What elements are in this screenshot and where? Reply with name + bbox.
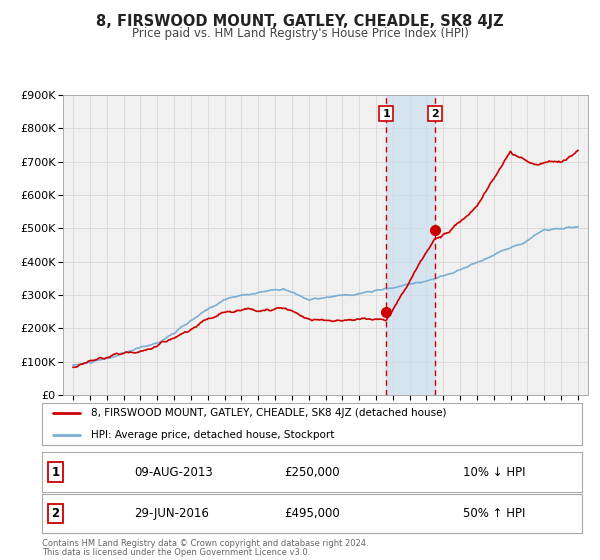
Text: £250,000: £250,000 xyxy=(284,465,340,479)
Text: Contains HM Land Registry data © Crown copyright and database right 2024.: Contains HM Land Registry data © Crown c… xyxy=(42,539,368,548)
Text: 2: 2 xyxy=(52,507,59,520)
Text: 8, FIRSWOOD MOUNT, GATLEY, CHEADLE, SK8 4JZ: 8, FIRSWOOD MOUNT, GATLEY, CHEADLE, SK8 … xyxy=(96,14,504,29)
Text: £495,000: £495,000 xyxy=(284,507,340,520)
Text: 1: 1 xyxy=(52,465,59,479)
Text: 2: 2 xyxy=(431,109,439,119)
Text: This data is licensed under the Open Government Licence v3.0.: This data is licensed under the Open Gov… xyxy=(42,548,310,557)
Text: 29-JUN-2016: 29-JUN-2016 xyxy=(134,507,209,520)
Bar xyxy=(386,95,435,395)
Text: Price paid vs. HM Land Registry's House Price Index (HPI): Price paid vs. HM Land Registry's House … xyxy=(131,27,469,40)
Text: HPI: Average price, detached house, Stockport: HPI: Average price, detached house, Stoc… xyxy=(91,430,334,440)
Text: 50% ↑ HPI: 50% ↑ HPI xyxy=(463,507,526,520)
Text: 10% ↓ HPI: 10% ↓ HPI xyxy=(463,465,526,479)
Text: 1: 1 xyxy=(382,109,390,119)
Text: 09-AUG-2013: 09-AUG-2013 xyxy=(134,465,212,479)
Text: 8, FIRSWOOD MOUNT, GATLEY, CHEADLE, SK8 4JZ (detached house): 8, FIRSWOOD MOUNT, GATLEY, CHEADLE, SK8 … xyxy=(91,408,446,418)
